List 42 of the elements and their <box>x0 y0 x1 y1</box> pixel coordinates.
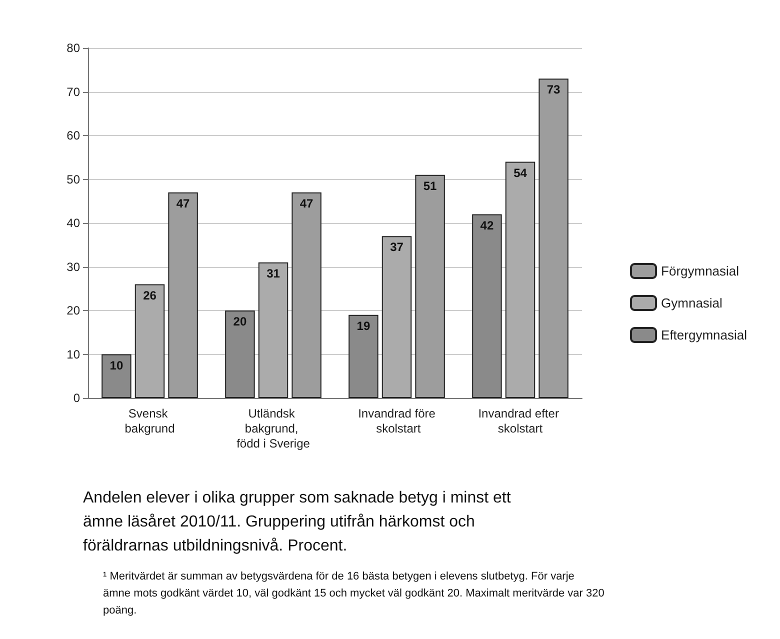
y-tick-label: 50 <box>66 172 80 186</box>
y-tick-label: 20 <box>66 304 80 318</box>
data-label: 10 <box>110 358 124 372</box>
data-label: 73 <box>546 82 561 97</box>
legend-label: Eftergymnasial <box>661 328 748 342</box>
data-label: 37 <box>390 240 404 254</box>
data-label: 47 <box>300 196 314 210</box>
bar <box>538 78 568 398</box>
data-label: 51 <box>423 178 438 193</box>
x-tick-label: Utländsk bakgrund, född i Sverige <box>236 406 310 450</box>
x-tick-label: Invandrad före skolstart <box>358 406 436 436</box>
y-tick-label: 60 <box>66 128 80 142</box>
legend-label: Förgymnasial <box>661 264 740 278</box>
y-tick-label: 40 <box>66 216 80 230</box>
data-label: 20 <box>233 314 247 328</box>
y-tick-label: 0 <box>73 391 80 405</box>
bar <box>382 236 412 398</box>
bar <box>505 162 536 398</box>
data-label: 19 <box>356 318 370 333</box>
y-tick-label: 80 <box>66 41 80 55</box>
x-tick-label: Invandrad efter skolstart <box>478 406 562 436</box>
bar <box>472 214 502 398</box>
legend-label: Gymnasial <box>661 296 723 310</box>
y-tick-label: 70 <box>66 84 80 99</box>
bar <box>102 354 132 398</box>
data-label: 54 <box>514 166 528 180</box>
text: ¹ Meritvärdet är summan av betygsvärdena för de 16 bästa betygen i elevens slutbetyg. För varje ämne mots godkänt värdet 10, väl godkänt 15 och mycket väl godkänt 20. Maximalt meritvärde var 320 poäng. <box>103 570 608 616</box>
bar <box>348 314 378 398</box>
bar <box>258 262 288 398</box>
bar <box>225 310 255 398</box>
text: Andelen elever i olika grupper som saknade betyg i minst ett ämne läsåret 2010/11. Gruppering utifrån härkomst och föräldrarnas utbildningsnivå. Procent. <box>83 490 516 554</box>
bar <box>415 174 445 398</box>
data-label: 42 <box>480 218 494 232</box>
data-label: 47 <box>176 196 190 210</box>
bar <box>134 284 165 398</box>
data-label: 31 <box>266 266 280 280</box>
x-tick-label: Svensk bakgrund <box>124 406 175 436</box>
bar <box>292 192 322 398</box>
y-tick-label: 30 <box>66 260 80 274</box>
y-tick-label: 10 <box>66 347 80 362</box>
data-label: 26 <box>143 288 157 302</box>
bar <box>168 192 198 398</box>
